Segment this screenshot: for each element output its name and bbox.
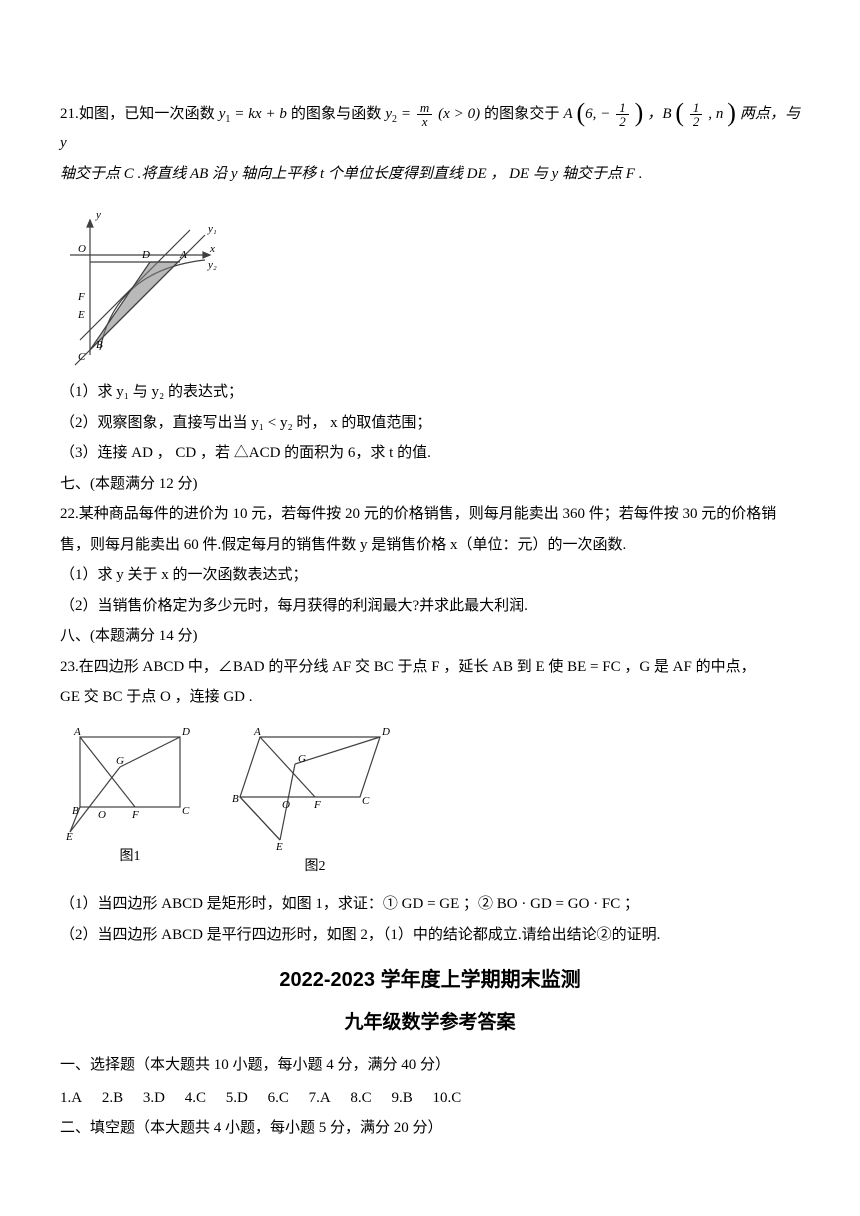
answer-choices: 1.A 2.B 3.D 4.C 5.D 6.C 7.A 8.C 9.B 10.C: [60, 1084, 800, 1113]
svg-text:C: C: [78, 351, 86, 363]
answer-sec1: 一、选择题（本大题共 10 小题，每小题 4 分，满分 40 分）: [60, 1051, 800, 1080]
section-7: 七、(本题满分 12 分): [60, 470, 800, 499]
svg-text:D: D: [141, 249, 150, 261]
svg-text:F: F: [77, 291, 85, 303]
svg-text:B: B: [72, 805, 79, 817]
q23-fig1: A D B C E G O F 图1: [60, 722, 200, 881]
ans-6: 6.C: [268, 1090, 289, 1106]
q22-p2: （2）当销售价格定为多少元时，每月获得的利润最大?并求此最大利润.: [60, 592, 800, 621]
ans-2: 2.B: [102, 1090, 123, 1106]
svg-text:B: B: [232, 793, 239, 805]
q23-p1: （1）当四边形 ABCD 是矩形时，如图 1，求证：① GD = GE ；② B…: [60, 890, 800, 919]
svg-text:A: A: [179, 249, 187, 261]
q22-p1: （1）求 y 关于 x 的一次函数表达式；: [60, 561, 800, 590]
ans-7: 7.A: [309, 1090, 331, 1106]
answer-subtitle: 九年级数学参考答案: [60, 1005, 800, 1041]
q21-prefix: 21.如图，已知一次函数: [60, 106, 219, 122]
q23-l2: GE 交 BC 于点 O ，连接 GD .: [60, 683, 800, 712]
svg-text:y₁: y₁: [207, 223, 217, 235]
svg-text:E: E: [77, 309, 85, 321]
q21-figure: y O y₁ y₂ x A D F E B C: [60, 200, 800, 370]
svg-text:O: O: [98, 809, 106, 821]
svg-text:x: x: [209, 243, 215, 255]
svg-text:O: O: [78, 243, 86, 255]
answer-title: 2022-2023 学年度上学期期末监测: [60, 961, 800, 999]
q21-p2: （2）观察图象，直接写出当 y₁ < y₂ 时， x 的取值范围；: [60, 409, 800, 438]
q23-l1: 23.在四边形 ABCD 中，∠BAD 的平分线 AF 交 BC 于点 F ，延…: [60, 653, 800, 682]
q23-p2: （2）当四边形 ABCD 是平行四边形时，如图 2，（1）中的结论都成立.请给出…: [60, 921, 800, 950]
ans-9: 9.B: [391, 1090, 412, 1106]
q21-p1: （1）求 y₁ 与 y₂ 的表达式；: [60, 378, 800, 407]
svg-text:F: F: [313, 799, 321, 811]
q22-l2: 售，则每月能卖出 60 件.假定每月的销售件数 y 是销售价格 x（单位：元）的…: [60, 531, 800, 560]
q23-figures: A D B C E G O F 图1 A D: [60, 722, 800, 881]
svg-text:y₂: y₂: [207, 259, 217, 271]
svg-text:A: A: [253, 726, 261, 738]
ans-10: 10.C: [432, 1090, 461, 1106]
ans-3: 3.D: [143, 1090, 165, 1106]
svg-text:C: C: [182, 805, 190, 817]
svg-text:G: G: [298, 753, 306, 765]
svg-text:O: O: [282, 799, 290, 811]
ans-8: 8.C: [350, 1090, 371, 1106]
svg-text:y: y: [95, 209, 101, 221]
svg-text:F: F: [131, 809, 139, 821]
svg-text:D: D: [381, 726, 390, 738]
q21-p3: （3）连接 AD ， CD ，若 △ACD 的面积为 6，求 t 的值.: [60, 439, 800, 468]
q22-l1: 22.某种商品每件的进价为 10 元，若每件按 20 元的价格销售，则每月能卖出…: [60, 500, 800, 529]
frac-m-x: mx: [417, 101, 432, 128]
q23-fig2: A D B C E G O F 图2: [230, 722, 400, 881]
answer-sec2: 二、填空题（本大题共 4 小题，每小题 5 分，满分 20 分）: [60, 1114, 800, 1143]
ans-4: 4.C: [185, 1090, 206, 1106]
svg-text:G: G: [116, 755, 124, 767]
ans-1: 1.A: [60, 1090, 82, 1106]
ans-5: 5.D: [226, 1090, 248, 1106]
svg-text:E: E: [275, 841, 283, 852]
section-8: 八、(本题满分 14 分): [60, 622, 800, 651]
svg-text:D: D: [181, 726, 190, 738]
svg-text:A: A: [73, 726, 81, 738]
q21-line2: 轴交于点 C .将直线 AB 沿 y 轴向上平移 t 个单位长度得到直线 DE …: [60, 160, 800, 189]
svg-text:B: B: [96, 339, 103, 351]
q21-stem: 21.如图，已知一次函数 y1 = kx + b 的图象与函数 y2 = mx …: [60, 100, 800, 158]
svg-text:E: E: [65, 831, 73, 842]
svg-text:C: C: [362, 795, 370, 807]
